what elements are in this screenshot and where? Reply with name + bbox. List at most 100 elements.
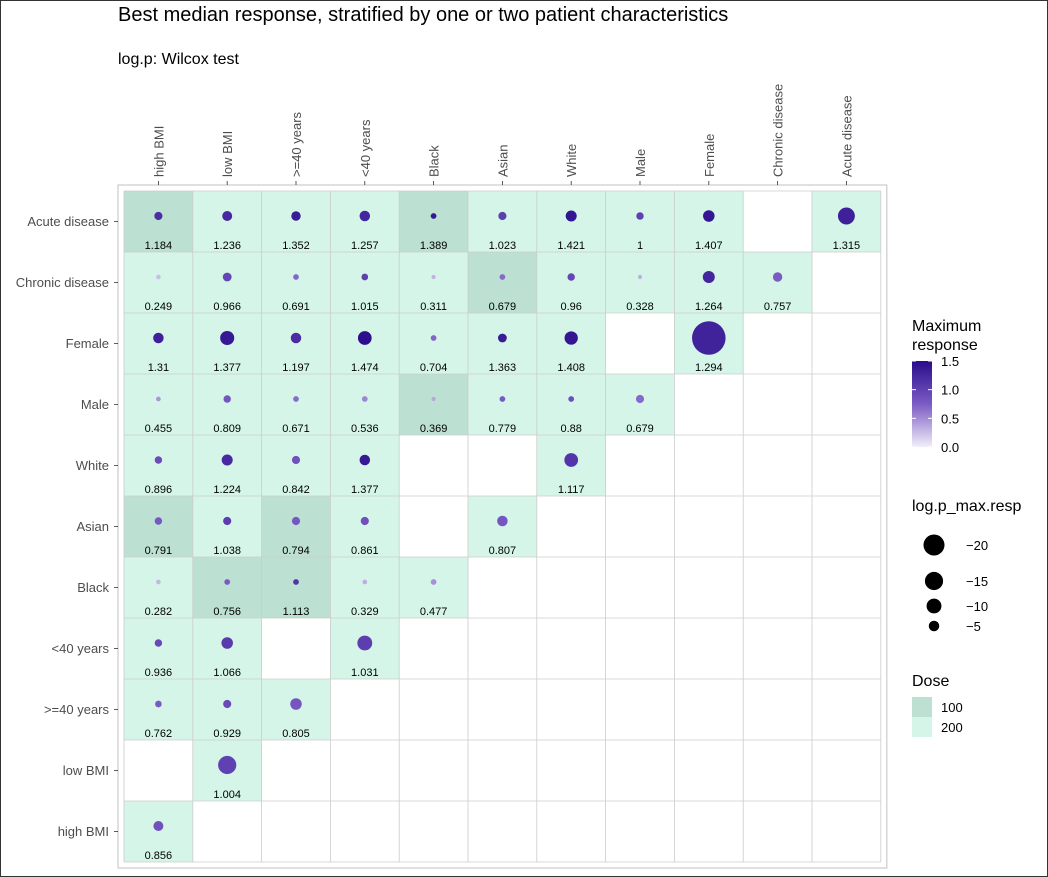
fill-legend-label: 0.5 bbox=[941, 411, 959, 426]
value-label-high-bmi-ge40-years: 0.762 bbox=[145, 728, 173, 740]
cell-bg-ge40-years-acute-disease bbox=[261, 191, 331, 252]
value-label-ge40-years-acute-disease: 1.352 bbox=[282, 240, 310, 252]
point-ge40-years-black bbox=[293, 579, 299, 585]
cell-bg-black-female bbox=[399, 313, 468, 374]
point-asian-chronic-disease bbox=[499, 274, 506, 280]
cell-bg-chronic-disease-chronic-disease bbox=[743, 252, 812, 313]
dose-legend-key bbox=[912, 697, 932, 717]
value-label-low-bmi-white: 1.224 bbox=[213, 484, 241, 496]
cell-bg-low-bmi-acute-disease bbox=[192, 191, 262, 252]
value-label-white-female: 1.408 bbox=[557, 362, 585, 374]
value-label-black-black: 0.477 bbox=[420, 606, 448, 618]
point-high-bmi-black bbox=[156, 579, 161, 585]
point-high-bmi-acute-disease bbox=[154, 211, 163, 221]
point-lt40-years-asian bbox=[360, 516, 369, 526]
point-acute-disease-acute-disease bbox=[837, 207, 855, 225]
point-low-bmi-asian bbox=[223, 516, 232, 526]
size-legend-point bbox=[923, 534, 945, 556]
value-label-high-bmi-female: 1.31 bbox=[148, 362, 169, 374]
value-label-ge40-years-male: 0.671 bbox=[282, 423, 310, 435]
value-label-low-bmi-female: 1.377 bbox=[213, 362, 241, 374]
y-tick-label-female: Female bbox=[66, 336, 109, 351]
x-tick-label-low-bmi: low BMI bbox=[220, 131, 235, 177]
cell-bg-high-bmi-chronic-disease bbox=[124, 252, 193, 313]
point-low-bmi-lt40-years bbox=[221, 637, 233, 649]
fill-legend-label: 0.0 bbox=[941, 440, 959, 455]
cell-bg-high-bmi-high-bmi bbox=[124, 801, 193, 862]
value-label-high-bmi-chronic-disease: 0.249 bbox=[145, 301, 173, 313]
cell-bg-high-bmi-lt40-years bbox=[124, 618, 193, 679]
value-label-high-bmi-black: 0.282 bbox=[145, 606, 173, 618]
y-tick-label-high-bmi: high BMI bbox=[58, 824, 109, 839]
value-label-high-bmi-asian: 0.791 bbox=[145, 545, 173, 557]
x-tick-label-ge40-years: >=40 years bbox=[289, 111, 304, 177]
cell-bg-lt40-years-asian bbox=[330, 496, 400, 557]
point-black-chronic-disease bbox=[431, 274, 436, 280]
point-ge40-years-female bbox=[290, 332, 302, 344]
chart-subtitle: log.p: Wilcox test bbox=[118, 51, 239, 68]
y-tick-label-black: Black bbox=[77, 580, 109, 595]
point-high-bmi-female bbox=[153, 332, 164, 344]
size-legend-point bbox=[926, 598, 942, 614]
value-label-male-male: 0.679 bbox=[626, 423, 654, 435]
value-label-ge40-years-black: 1.113 bbox=[283, 606, 310, 618]
dose-legend-title: Dose bbox=[912, 673, 949, 690]
point-asian-asian bbox=[497, 515, 508, 527]
size-legend-point bbox=[924, 571, 944, 591]
cell-bg-ge40-years-female bbox=[261, 313, 331, 374]
size-legend-label: −10 bbox=[966, 599, 988, 614]
point-ge40-years-chronic-disease bbox=[293, 274, 299, 280]
cell-bg-high-bmi-asian bbox=[124, 496, 193, 557]
point-male-male bbox=[635, 394, 645, 404]
value-label-lt40-years-chronic-disease: 1.015 bbox=[351, 301, 379, 313]
value-label-ge40-years-chronic-disease: 0.691 bbox=[282, 301, 310, 313]
value-label-male-acute-disease: 1 bbox=[637, 240, 643, 252]
x-tick-label-female: Female bbox=[702, 134, 717, 177]
point-asian-male bbox=[499, 396, 506, 402]
point-white-white bbox=[564, 453, 579, 467]
value-label-high-bmi-lt40-years: 0.936 bbox=[145, 667, 173, 679]
x-tick-label-male: Male bbox=[633, 149, 648, 177]
cell-bg-ge40-years-black bbox=[261, 557, 331, 618]
point-lt40-years-female bbox=[357, 331, 372, 345]
point-black-black bbox=[430, 579, 437, 585]
value-label-low-bmi-chronic-disease: 0.966 bbox=[213, 301, 241, 313]
value-label-ge40-years-female: 1.197 bbox=[282, 362, 310, 374]
value-label-female-chronic-disease: 1.264 bbox=[695, 301, 723, 313]
point-white-chronic-disease bbox=[567, 273, 575, 281]
point-high-bmi-male bbox=[156, 396, 161, 402]
point-lt40-years-black bbox=[362, 579, 368, 585]
cell-bg-low-bmi-black bbox=[192, 557, 262, 618]
point-high-bmi-asian bbox=[154, 517, 163, 525]
value-label-lt40-years-lt40-years: 1.031 bbox=[351, 667, 379, 679]
value-label-low-bmi-asian: 1.038 bbox=[213, 545, 241, 557]
point-white-female bbox=[564, 331, 578, 345]
point-ge40-years-acute-disease bbox=[291, 211, 301, 221]
cell-bg-black-chronic-disease bbox=[399, 252, 468, 313]
cell-bg-white-male bbox=[536, 374, 606, 435]
point-male-acute-disease bbox=[636, 212, 644, 220]
point-low-bmi-white bbox=[221, 454, 233, 466]
value-label-low-bmi-black: 0.756 bbox=[213, 606, 241, 618]
point-male-chronic-disease bbox=[637, 274, 643, 280]
cell-bg-white-chronic-disease bbox=[536, 252, 606, 313]
value-label-white-white: 1.117 bbox=[558, 484, 585, 496]
cell-bg-male-male bbox=[605, 374, 675, 435]
point-female-chronic-disease bbox=[702, 271, 715, 283]
size-legend-label: −5 bbox=[966, 619, 981, 634]
point-white-male bbox=[568, 396, 575, 402]
point-female-female bbox=[692, 321, 726, 355]
cell-bg-asian-chronic-disease bbox=[468, 252, 537, 313]
point-asian-female bbox=[498, 333, 507, 343]
point-low-bmi-male bbox=[223, 395, 231, 403]
value-label-lt40-years-asian: 0.861 bbox=[351, 545, 379, 557]
cell-bg-lt40-years-white bbox=[330, 435, 400, 496]
point-high-bmi-white bbox=[154, 456, 163, 464]
cell-bg-low-bmi-male bbox=[192, 374, 262, 435]
cell-bg-lt40-years-chronic-disease bbox=[330, 252, 400, 313]
point-low-bmi-ge40-years bbox=[223, 699, 232, 709]
point-black-male bbox=[431, 396, 436, 402]
cell-bg-lt40-years-male bbox=[330, 374, 400, 435]
size-legend-label: −20 bbox=[966, 538, 988, 553]
